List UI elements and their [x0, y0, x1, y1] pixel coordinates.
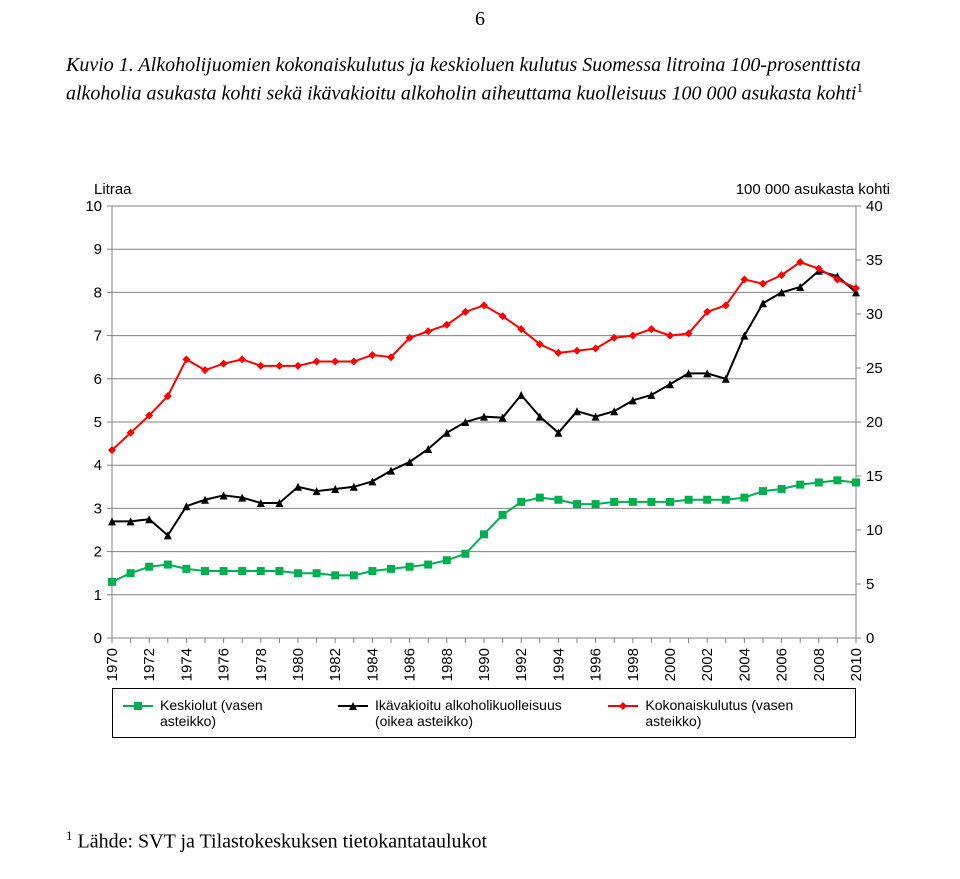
svg-text:10: 10	[866, 522, 883, 539]
chart-container: 1970197219741976197819801982198419861988…	[58, 172, 902, 760]
svg-text:8: 8	[94, 284, 102, 301]
chart-legend: Keskiolut (vasen asteikko) Ikävakioitu al…	[112, 688, 856, 738]
svg-text:Litraa: Litraa	[94, 181, 132, 198]
svg-text:100 000 asukasta kohti: 100 000 asukasta kohti	[736, 181, 890, 198]
legend-label: Ikävakioitu alkoholikuolleisuus (oikea a…	[375, 697, 586, 729]
legend-item: Kokonaiskulutus (vasen asteikko)	[608, 697, 845, 729]
svg-text:1984: 1984	[364, 648, 381, 681]
svg-text:1990: 1990	[476, 648, 493, 681]
svg-text:6: 6	[94, 371, 102, 388]
svg-text:2004: 2004	[736, 648, 753, 681]
svg-text:1: 1	[94, 587, 102, 604]
footnote: 1 Lähde: SVT ja Tilastokeskuksen tietoka…	[66, 828, 487, 854]
svg-text:1986: 1986	[402, 648, 419, 681]
legend-item: Ikävakioitu alkoholikuolleisuus (oikea a…	[338, 697, 586, 729]
svg-text:2010: 2010	[848, 648, 865, 681]
svg-text:2000: 2000	[662, 648, 679, 681]
caption-lead: Kuvio 1.	[66, 54, 134, 76]
legend-marker-icon	[123, 699, 153, 713]
svg-text:7: 7	[94, 328, 102, 345]
svg-text:2: 2	[94, 544, 102, 561]
footnote-text: Lähde: SVT ja Tilastokeskuksen tietokant…	[73, 831, 488, 853]
line-chart: 1970197219741976197819801982198419861988…	[58, 172, 902, 760]
svg-text:0: 0	[866, 630, 874, 647]
caption-body: Alkoholijuomien kokonaiskulutus ja keski…	[66, 54, 861, 105]
svg-text:1980: 1980	[290, 648, 307, 681]
svg-text:4: 4	[94, 457, 102, 474]
svg-text:1992: 1992	[513, 648, 530, 681]
legend-marker-icon	[608, 699, 638, 713]
svg-text:5: 5	[94, 414, 102, 431]
svg-text:1998: 1998	[625, 648, 642, 681]
svg-text:1970: 1970	[104, 648, 121, 681]
svg-text:1972: 1972	[141, 648, 158, 681]
svg-text:1978: 1978	[253, 648, 270, 681]
svg-text:1988: 1988	[439, 648, 456, 681]
svg-text:0: 0	[94, 630, 102, 647]
svg-text:5: 5	[866, 576, 874, 593]
svg-text:1976: 1976	[216, 648, 233, 681]
legend-marker-icon	[338, 699, 368, 713]
svg-text:1974: 1974	[178, 648, 195, 681]
svg-text:1996: 1996	[588, 648, 605, 681]
legend-label: Keskiolut (vasen asteikko)	[160, 697, 316, 729]
svg-text:1994: 1994	[550, 648, 567, 681]
svg-text:9: 9	[94, 241, 102, 258]
svg-text:25: 25	[866, 360, 883, 377]
svg-text:30: 30	[866, 306, 883, 323]
svg-text:20: 20	[866, 414, 883, 431]
svg-text:2006: 2006	[774, 648, 791, 681]
page: 6 Kuvio 1. Alkoholijuomien kokonaiskulut…	[0, 0, 960, 879]
svg-text:2008: 2008	[811, 648, 828, 681]
legend-label: Kokonaiskulutus (vasen asteikko)	[645, 697, 845, 729]
page-number: 6	[0, 8, 960, 31]
svg-text:2002: 2002	[699, 648, 716, 681]
svg-text:35: 35	[866, 252, 883, 269]
svg-text:15: 15	[866, 468, 883, 485]
legend-item: Keskiolut (vasen asteikko)	[123, 697, 316, 729]
svg-text:10: 10	[85, 198, 102, 215]
svg-text:40: 40	[866, 198, 883, 215]
figure-caption: Kuvio 1. Alkoholijuomien kokonaiskulutus…	[66, 52, 894, 108]
caption-superscript: 1	[856, 80, 863, 95]
svg-text:1982: 1982	[327, 648, 344, 681]
svg-text:3: 3	[94, 500, 102, 517]
